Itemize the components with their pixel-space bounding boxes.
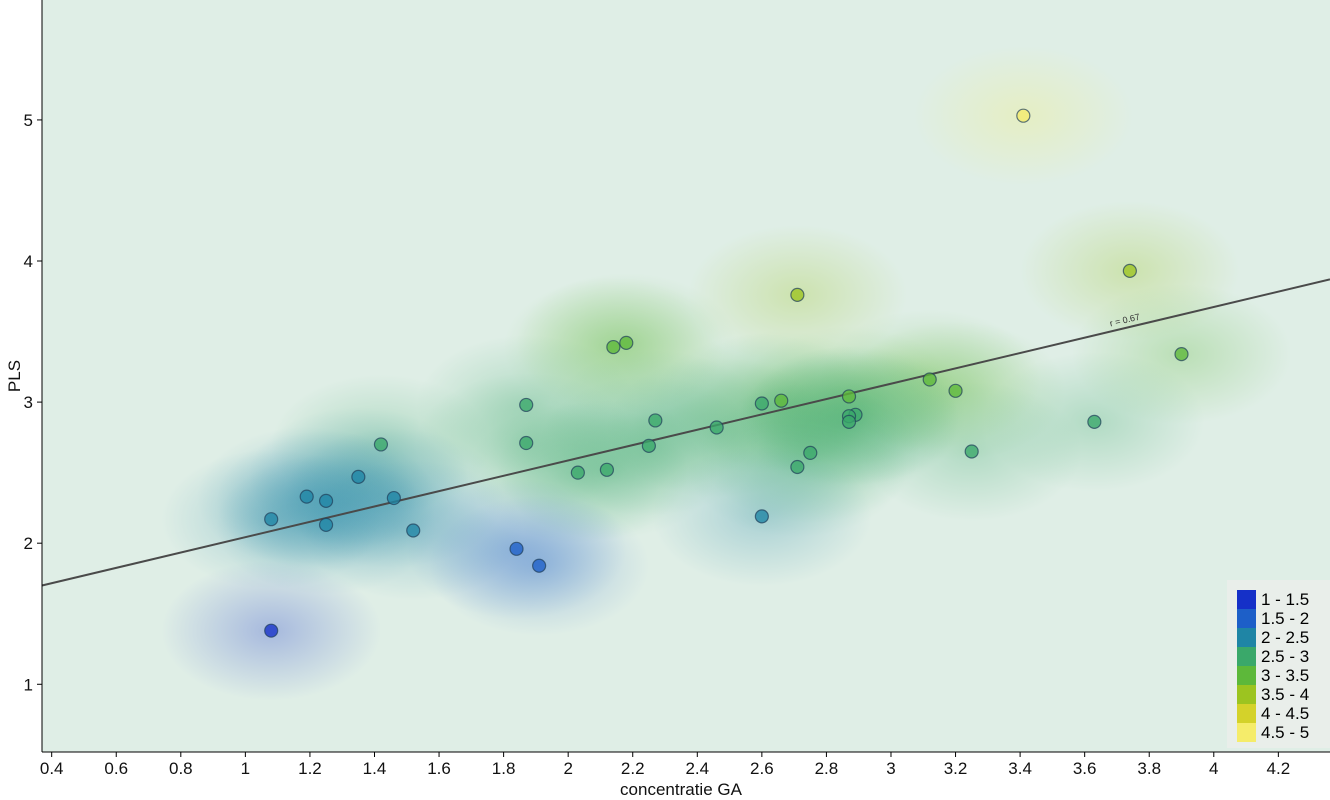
- color-legend: 1 - 1.51.5 - 22 - 2.52.5 - 33 - 3.53.5 -…: [1227, 580, 1330, 748]
- legend-swatch: [1237, 647, 1256, 666]
- x-tick-label: 3: [886, 759, 895, 778]
- data-point: [790, 459, 805, 475]
- x-tick-label: 1.4: [363, 759, 387, 778]
- fit-line: [41, 278, 1330, 587]
- x-tick-label: 2: [563, 759, 572, 778]
- data-point: [619, 335, 634, 350]
- data-point: [386, 490, 401, 506]
- data-point: [641, 438, 656, 453]
- data-point: [606, 339, 621, 355]
- legend-swatch: [1237, 666, 1256, 685]
- data-point: [406, 523, 421, 538]
- x-tick-label: 4.2: [1267, 759, 1291, 778]
- legend-label: 4 - 4.5: [1261, 704, 1309, 723]
- x-tick-label: 1: [241, 759, 250, 778]
- legend-swatch: [1237, 685, 1256, 704]
- legend-swatch: [1237, 704, 1256, 723]
- y-tick-label: 5: [24, 111, 33, 130]
- x-tick-label: 0.4: [40, 759, 64, 778]
- data-point: [754, 396, 769, 411]
- y-axis-title: PLS: [5, 360, 24, 392]
- y-tick-label: 1: [24, 675, 33, 694]
- y-tick-label: 2: [24, 534, 33, 553]
- x-tick-label: 2.8: [815, 759, 839, 778]
- data-point: [351, 469, 366, 484]
- legend-label: 2 - 2.5: [1261, 628, 1309, 647]
- x-tick-label: 0.6: [104, 759, 128, 778]
- data-point: [709, 420, 724, 435]
- data-point: [299, 489, 314, 504]
- data-point: [519, 435, 534, 451]
- legend-label: 3.5 - 4: [1261, 685, 1309, 704]
- x-tick-label: 3.6: [1073, 759, 1097, 778]
- axes: 0.4 0.6 0.8 1 1.2 1.4 1.6 1.8 2 2.2 2.4 2.6 2.8 3 3.2 3…: [24, 0, 1330, 778]
- x-tick-label: 2.2: [621, 759, 645, 778]
- data-point: [519, 397, 534, 413]
- x-tick-label: 3.4: [1008, 759, 1032, 778]
- y-tick-label: 4: [24, 252, 33, 271]
- x-tick-label: 2.6: [750, 759, 774, 778]
- data-point: [264, 623, 279, 638]
- data-point: [964, 444, 979, 459]
- legend-label: 3 - 3.5: [1261, 666, 1309, 685]
- density-halos: [161, 45, 1292, 701]
- x-tick-label: 2.4: [685, 759, 709, 778]
- data-point: [318, 517, 334, 532]
- legend-swatch: [1237, 609, 1256, 628]
- x-tick-label: 4: [1209, 759, 1218, 778]
- x-tick-label: 3.8: [1137, 759, 1161, 778]
- data-point: [264, 512, 279, 527]
- data-point: [318, 493, 334, 508]
- legend-label: 1.5 - 2: [1261, 609, 1309, 628]
- legend-swatch: [1237, 590, 1256, 609]
- x-tick-label: 3.2: [944, 759, 968, 778]
- data-point: [509, 541, 524, 556]
- x-axis-title: concentratie GA: [620, 780, 743, 799]
- legend-swatch: [1237, 628, 1256, 647]
- data-point: [922, 372, 937, 387]
- data-point: [648, 413, 663, 428]
- data-point: [532, 558, 547, 573]
- x-tick-label: 0.8: [169, 759, 193, 778]
- y-tick-label: 3: [24, 393, 33, 412]
- legend-label: 4.5 - 5: [1261, 723, 1309, 742]
- data-point: [841, 389, 857, 404]
- data-point: [1174, 347, 1189, 362]
- x-tick-label: 1.6: [427, 759, 451, 778]
- data-point: [754, 509, 769, 524]
- data-point: [1016, 108, 1031, 123]
- legend-label: 2.5 - 3: [1261, 647, 1309, 666]
- legend-swatch: [1237, 723, 1256, 742]
- data-point: [790, 287, 805, 302]
- data-point: [774, 393, 789, 408]
- data-point: [948, 383, 963, 398]
- x-tick-label: 1.2: [298, 759, 322, 778]
- data-point: [1087, 414, 1102, 429]
- data-point: [373, 437, 389, 452]
- data-point: [570, 465, 585, 480]
- data-point: [803, 445, 818, 460]
- data-point: [599, 462, 615, 477]
- data-point: [1122, 263, 1137, 278]
- data-point: [841, 414, 857, 429]
- x-tick-label: 1.8: [492, 759, 516, 778]
- legend-label: 1 - 1.5: [1261, 590, 1309, 609]
- data-points: [264, 108, 1189, 638]
